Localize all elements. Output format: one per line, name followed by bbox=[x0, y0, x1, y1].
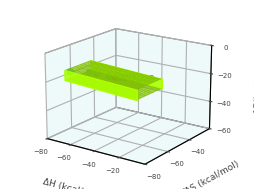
Y-axis label: TΔS (kcal/mol): TΔS (kcal/mol) bbox=[179, 160, 241, 189]
X-axis label: ΔH (kcal/mol): ΔH (kcal/mol) bbox=[41, 177, 103, 189]
